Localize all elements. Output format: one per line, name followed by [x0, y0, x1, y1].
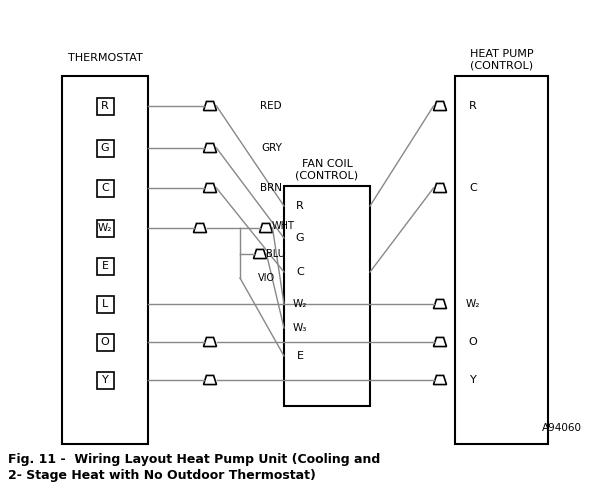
Text: Y: Y [470, 375, 476, 385]
Bar [97, 180, 113, 196]
Text: (CONTROL): (CONTROL) [470, 61, 533, 71]
Bar [97, 257, 113, 274]
Text: C: C [296, 267, 304, 277]
Text: W₂: W₂ [466, 299, 480, 309]
Text: Fig. 11 -  Wiring Layout Heat Pump Unit (Cooling and: Fig. 11 - Wiring Layout Heat Pump Unit (… [8, 453, 380, 467]
Text: O: O [469, 337, 478, 347]
Text: O: O [101, 337, 109, 347]
Text: R: R [296, 201, 304, 211]
Bar [62, 76, 148, 444]
Text: (CONTROL): (CONTROL) [295, 171, 359, 181]
Text: HEAT PUMP: HEAT PUMP [470, 49, 533, 59]
Text: C: C [469, 183, 477, 193]
Text: Y: Y [101, 375, 109, 385]
Text: G: G [101, 143, 109, 153]
Bar [97, 220, 113, 237]
Text: E: E [101, 261, 109, 271]
Text: VIO: VIO [258, 273, 275, 283]
Text: G: G [296, 233, 304, 243]
Text: C: C [101, 183, 109, 193]
Text: E: E [296, 351, 304, 361]
Text: RED: RED [260, 101, 282, 111]
Text: W₃: W₃ [293, 323, 307, 333]
Text: R: R [469, 101, 477, 111]
Text: WHT: WHT [272, 221, 295, 231]
Bar [97, 98, 113, 115]
Text: BLU: BLU [266, 249, 285, 259]
Text: W₂: W₂ [293, 299, 307, 309]
Bar [97, 139, 113, 157]
Bar [97, 296, 113, 312]
Text: GRY: GRY [261, 143, 282, 153]
Text: BRN: BRN [260, 183, 282, 193]
Text: A94060: A94060 [542, 423, 582, 433]
Text: 2- Stage Heat with No Outdoor Thermostat): 2- Stage Heat with No Outdoor Thermostat… [8, 470, 316, 483]
Bar [284, 186, 370, 406]
Text: THERMOSTAT: THERMOSTAT [68, 53, 142, 63]
Text: L: L [102, 299, 108, 309]
Text: W₂: W₂ [98, 223, 112, 233]
Bar [97, 372, 113, 388]
Bar [455, 76, 548, 444]
Text: R: R [101, 101, 109, 111]
Text: FAN COIL: FAN COIL [302, 159, 352, 169]
Bar [97, 333, 113, 351]
